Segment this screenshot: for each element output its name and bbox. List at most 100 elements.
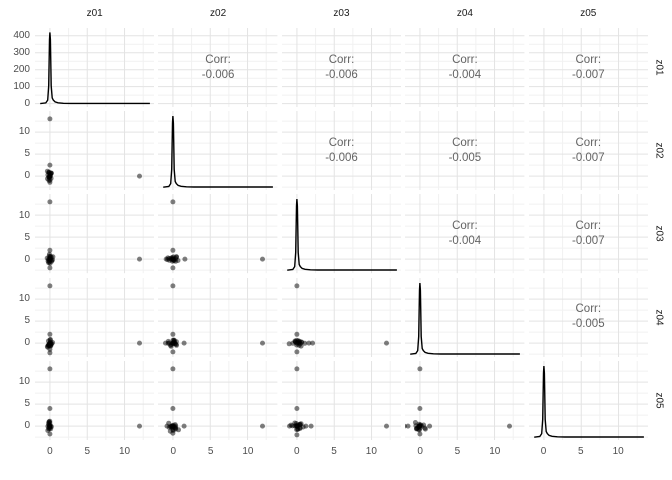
- x-tick-label: 0: [170, 446, 177, 457]
- data-point: [309, 340, 315, 346]
- data-point: [47, 116, 53, 122]
- x-tick-label: 5: [207, 446, 214, 457]
- panel-scatter-z03-vs-z02: [158, 194, 278, 274]
- strip-label-text: z03: [653, 225, 665, 243]
- data-point: [170, 423, 176, 429]
- corr-value: -0.004: [448, 234, 482, 247]
- corr-value: -0.005: [571, 318, 605, 331]
- data-point: [294, 340, 300, 346]
- data-point: [47, 431, 53, 437]
- data-point: [294, 282, 300, 288]
- corr-value: -0.007: [571, 68, 605, 81]
- corr-text: Corr: -0.005: [529, 278, 648, 357]
- y-tick-label: 10: [18, 209, 30, 221]
- corr-text: Corr: -0.006: [282, 111, 401, 190]
- data-point: [47, 331, 53, 337]
- strip-label-top-z04: z04: [456, 8, 473, 19]
- data-point: [427, 423, 433, 429]
- panel-corr-z01-z02: Corr: -0.006: [158, 28, 278, 108]
- data-point: [260, 423, 266, 429]
- panel-scatter-z05-vs-z01: [35, 360, 155, 440]
- data-point: [170, 405, 176, 411]
- panel-scatter-z05-vs-z04: [401, 360, 525, 440]
- data-point: [170, 331, 176, 337]
- corr-text: Corr: -0.004: [405, 194, 524, 273]
- strip-label-right-z02: z02: [650, 111, 668, 190]
- panel-scatter-z03-vs-z01: [35, 194, 155, 274]
- y-tick-label: 10: [18, 292, 30, 304]
- data-point: [413, 419, 419, 425]
- x-tick-label: 5: [454, 446, 461, 457]
- corr-value: -0.006: [325, 68, 358, 81]
- strip-label-top-z03: z03: [333, 8, 350, 19]
- x-tick-label: 5: [331, 446, 337, 457]
- y-tick-label: 0: [24, 253, 30, 265]
- data-point: [163, 340, 169, 346]
- corr-label: Corr:: [205, 53, 231, 66]
- panel-diag-z05-density: [528, 360, 648, 440]
- panel-corr-z01-z03: Corr: -0.006: [281, 28, 402, 108]
- x-tick-label: 0: [47, 446, 53, 457]
- data-point: [47, 366, 53, 372]
- data-point: [170, 348, 176, 354]
- data-point: [47, 199, 53, 205]
- data-point: [294, 331, 300, 337]
- data-point: [308, 423, 314, 429]
- y-tick-label: 200: [13, 63, 30, 75]
- data-point: [175, 258, 181, 264]
- panel-scatter-z04-vs-z03: [281, 277, 402, 357]
- corr-value: -0.007: [571, 151, 605, 164]
- corr-value: -0.005: [448, 151, 482, 164]
- density-curve: [163, 116, 274, 189]
- data-point: [47, 405, 53, 411]
- corr-label: Corr:: [452, 136, 478, 149]
- data-point: [170, 265, 176, 271]
- density-curve: [533, 365, 644, 438]
- y-tick-label: 5: [24, 314, 30, 326]
- x-tick-label: 10: [489, 446, 501, 457]
- corr-label: Corr:: [575, 53, 602, 66]
- panel-corr-z01-z04: Corr: -0.004: [405, 28, 525, 108]
- panel-scatter-z04-vs-z01: [35, 277, 155, 357]
- x-tick-label: 5: [578, 446, 584, 457]
- corr-text: Corr: -0.004: [405, 28, 524, 107]
- data-point: [170, 199, 176, 205]
- corr-label: Corr:: [452, 53, 478, 66]
- x-tick-label: 10: [118, 446, 131, 457]
- data-point: [302, 340, 308, 346]
- data-point: [164, 423, 170, 429]
- data-point: [170, 256, 176, 262]
- data-point: [170, 282, 176, 288]
- panel-corr-z02-z04: Corr: -0.005: [405, 111, 525, 191]
- corr-label: Corr:: [452, 219, 478, 232]
- corr-label: Corr:: [328, 136, 355, 149]
- data-point: [182, 256, 188, 262]
- data-point: [294, 348, 300, 354]
- data-point: [47, 173, 53, 179]
- panel-scatter-z04-vs-z02: [158, 277, 278, 357]
- x-tick-label: 0: [293, 446, 300, 457]
- panel-corr-z04-z05: Corr: -0.005: [528, 277, 648, 357]
- panel-corr-z03-z05: Corr: -0.007: [528, 194, 648, 274]
- data-point: [47, 282, 53, 288]
- x-tick-label: 5: [84, 446, 91, 457]
- corr-text: Corr: -0.006: [282, 28, 401, 107]
- corr-value: -0.006: [201, 68, 235, 81]
- data-point: [170, 248, 176, 254]
- data-point: [294, 366, 300, 372]
- data-point: [294, 432, 300, 438]
- x-tick-label: 0: [417, 446, 423, 457]
- y-tick-label: 5: [24, 231, 30, 243]
- data-point: [286, 423, 292, 429]
- data-point: [137, 173, 142, 179]
- data-point: [47, 179, 53, 185]
- panel-diag-z04-density: [405, 277, 525, 357]
- strip-label-top-z01: z01: [86, 8, 103, 19]
- data-point: [181, 423, 187, 429]
- data-point: [417, 366, 423, 372]
- density-curve: [286, 199, 397, 272]
- y-tick-label: 10: [18, 126, 30, 138]
- panel-scatter-z05-vs-z03: [281, 360, 402, 440]
- data-point: [47, 265, 53, 271]
- panel-scatter-z05-vs-z02: [158, 360, 278, 440]
